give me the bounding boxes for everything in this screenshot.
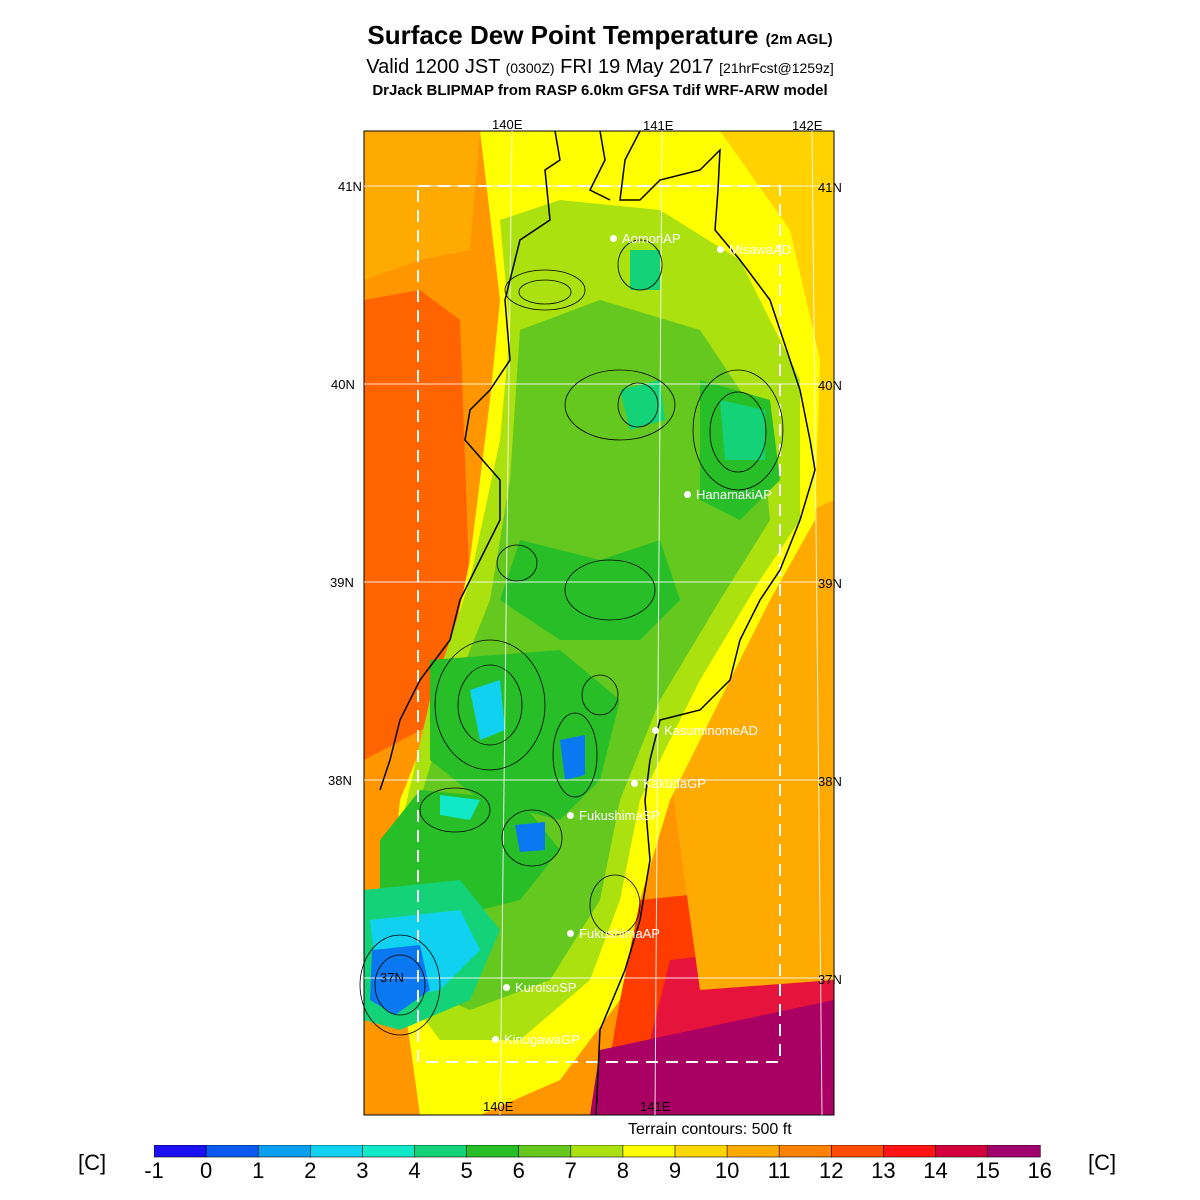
colorbar-swatch [726, 1145, 781, 1158]
colorbar-tick-label: 4 [408, 1158, 421, 1183]
colorbar-swatch [257, 1145, 312, 1158]
lat-label-left-38n: 38N [328, 773, 352, 788]
lon-label-bottom-141e: 141E [640, 1099, 671, 1114]
colorbar-swatch [414, 1145, 468, 1158]
station-label-kasuminomead: KasuminomeAD [664, 723, 758, 738]
lon-label-top-140e: 140E [492, 117, 523, 132]
station-label-aomoriap: AomoriAP [622, 231, 681, 246]
colorbar-tick-label: 10 [714, 1158, 740, 1183]
station-label-kinugawagp: KinugawaGP [504, 1032, 580, 1047]
lat-label-left-39n: 39N [330, 575, 354, 590]
lat-label-left-41n: 41N [338, 179, 362, 194]
colorbar-unit-right: [C] [1088, 1150, 1117, 1175]
colorbar-swatch [154, 1145, 208, 1158]
lat-label-right-40n: 40N [818, 378, 842, 393]
dewpoint-field [364, 131, 834, 1115]
domain-boundary [417, 185, 781, 1063]
colorbar-tick-label: 13 [871, 1158, 896, 1183]
lon-label-bottom-140e: 140E [483, 1099, 514, 1114]
colorbar-swatch [778, 1145, 833, 1158]
colorbar-swatch [466, 1145, 520, 1158]
station-label-fukushimasp: FukushimaSP [579, 808, 660, 823]
colorbar-swatch [310, 1145, 364, 1158]
colorbar-swatch [205, 1145, 260, 1158]
station-label-kuroisosp: KuroisoSP [515, 980, 577, 995]
colorbar-swatch [362, 1145, 416, 1158]
lon-label-top-141e: 141E [643, 118, 674, 133]
colorbar-tick-label: 5 [460, 1158, 473, 1183]
map-title: Surface Dew Point Temperature (2m AGL) [367, 20, 833, 50]
colorbar-swatch [830, 1145, 885, 1158]
colorbar-tick-label: 1 [252, 1158, 265, 1183]
colorbar-tick-label: 6 [512, 1158, 525, 1183]
colorbar-swatch [935, 1145, 989, 1158]
colorbar-tick-label: 11 [767, 1158, 791, 1183]
model-subtitle: DrJack BLIPMAP from RASP 6.0km GFSA Tdif… [372, 82, 828, 99]
station-marker-hanamakiap [684, 491, 691, 498]
lat-label-left-40n: 40N [331, 377, 355, 392]
station-label-hanamakiap: HanamakiAP [696, 487, 772, 502]
terrain-contour-note: Terrain contours: 500 ft [628, 1121, 792, 1138]
valid-time: Valid 1200 JST (0300Z) FRI 19 May 2017 [… [366, 56, 834, 78]
station-label-kakudagp: KakudaGP [643, 776, 706, 791]
colorbar-tick-label: 12 [819, 1158, 844, 1183]
colorbar-tick-label: -1 [144, 1158, 164, 1183]
station-label-fukushimaap: FukushimaAP [579, 926, 660, 941]
station-marker-kuroisosp [503, 984, 510, 991]
terrain-contours [359, 239, 784, 1036]
station-marker-aomoriap [610, 235, 617, 242]
station-marker-kinugawagp [492, 1036, 499, 1043]
station-marker-fukushimaap [567, 930, 574, 937]
colorbar-tick-label: 7 [564, 1158, 577, 1183]
station-label-misawaad: MisawaAD [729, 242, 792, 257]
colorbar-tick-label: 9 [668, 1158, 682, 1183]
colorbar-unit-left: [C] [78, 1150, 107, 1175]
lat-label-right-37n: 37N [818, 972, 842, 987]
lat-label-right-38n: 38N [818, 774, 842, 789]
colorbar-tick-label: 3 [356, 1158, 369, 1183]
map-frame [363, 130, 835, 1116]
colorbar-tick-label: 2 [304, 1158, 317, 1183]
colorbar-tick-label: 15 [975, 1158, 1000, 1183]
colorbar-swatch [883, 1145, 937, 1158]
lat-label-right-39n: 39N [818, 576, 842, 591]
colorbar-swatch [518, 1145, 572, 1158]
lat-label-right-41n: 41N [818, 180, 842, 195]
coastline [379, 130, 816, 1116]
colorbar-tick-label: 0 [199, 1158, 213, 1183]
colorbar-tick-label: 16 [1027, 1158, 1052, 1183]
station-marker-misawaad [717, 246, 724, 253]
lat-label-left-37n: 37N [380, 970, 404, 985]
colorbar [154, 1145, 1041, 1158]
lon-label-top-142e: 142E [792, 118, 823, 133]
colorbar-swatch [674, 1145, 729, 1158]
colorbar-swatch [570, 1145, 624, 1158]
station-marker-fukushimasp [567, 812, 574, 819]
colorbar-swatch [622, 1145, 676, 1158]
station-marker-kasuminomead [652, 727, 659, 734]
colorbar-tick-label: 8 [616, 1158, 630, 1183]
station-marker-kakudagp [631, 780, 638, 787]
colorbar-tick-label: 14 [923, 1158, 948, 1183]
colorbar-swatch [987, 1145, 1041, 1158]
